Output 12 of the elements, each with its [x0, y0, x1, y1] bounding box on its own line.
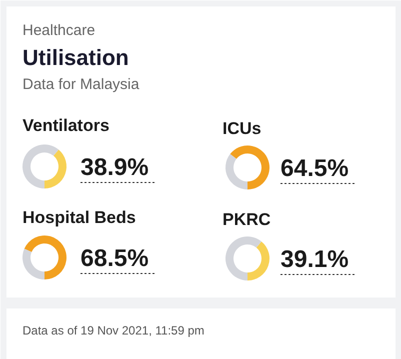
text: Data as of 19 Nov 2021, 11:59 pm: [22, 324, 204, 338]
chart-title: Ventilators: [22, 116, 110, 135]
data-label: 64.5%: [280, 155, 349, 182]
chart-title: Hospital Beds: [22, 208, 136, 227]
chart-title: ICUs: [222, 119, 262, 138]
data-label: 39.1%: [280, 246, 349, 273]
text: Data for Malaysia: [22, 76, 140, 93]
text: Healthcare: [22, 22, 96, 39]
chart-title: PKRC: [222, 210, 271, 229]
data-label: 68.5%: [80, 245, 149, 272]
text: Utilisation: [22, 45, 129, 70]
data-label: 38.9%: [80, 154, 149, 181]
